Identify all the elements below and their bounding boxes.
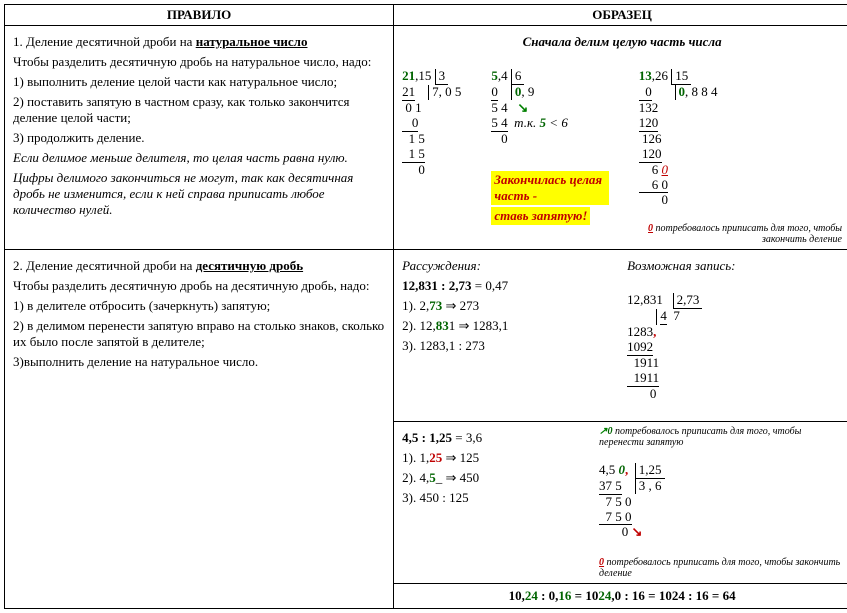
longdiv-1: 21,15 3 21 7, 0 5 0 1 0 1 5 1 5 0 — [402, 54, 461, 192]
header-example: ОБРАЗЕЦ — [394, 5, 847, 26]
footnote-1: 0 потребовалось приписать для того, чтоб… — [639, 223, 842, 245]
highlight-2: ставь запятую! — [491, 207, 590, 225]
bottom-equation: 10,24 : 0,16 = 1024,0 : 16 = 1024 : 16 =… — [394, 584, 847, 609]
longdiv-4: 12,831 2,73 4 7 1283, 1092 1911 1911 0 — [627, 278, 842, 416]
longdiv-3: 13,26 15 0 0, 8 8 4 132 120 126 120 6 0 … — [639, 54, 842, 223]
header-rule: ПРАВИЛО — [5, 5, 394, 26]
example-2a: Рассуждения: 12,831 : 2,73 = 0,47 1). 2,… — [394, 250, 847, 421]
example-2b: 4,5 : 1,25 = 3,6 1). 1,25 ⇒ 125 2). 4,5_… — [394, 421, 847, 584]
highlight-1: Закончилась целая часть - — [491, 171, 608, 205]
arrow-red-icon: ↘ — [632, 524, 643, 539]
note-top: ↗0 потребовалось приписать для того, что… — [599, 426, 842, 448]
example-1: Сначала делим целую часть числа 21,15 3 … — [394, 26, 847, 250]
longdiv-2: 5,4 6 0 0, 9 5 4 ↘ 5 4 т.к. 5 < 6 0 — [491, 54, 608, 162]
longdiv-5: 4,5 0, 1,25 37 5 3 , 6 7 5 0 7 5 0 0 ↘ — [599, 448, 842, 556]
arrow-down-icon: ↘ — [517, 100, 528, 115]
main-table: ПРАВИЛО ОБРАЗЕЦ 1. Деление десятичной др… — [4, 4, 847, 609]
rule-2: 2. Деление десятичной дроби на десятичну… — [5, 250, 394, 609]
rule-1: 1. Деление десятичной дроби на натуральн… — [5, 26, 394, 250]
note-bottom: 0 потребовалось приписать для того, чтоб… — [599, 557, 842, 579]
